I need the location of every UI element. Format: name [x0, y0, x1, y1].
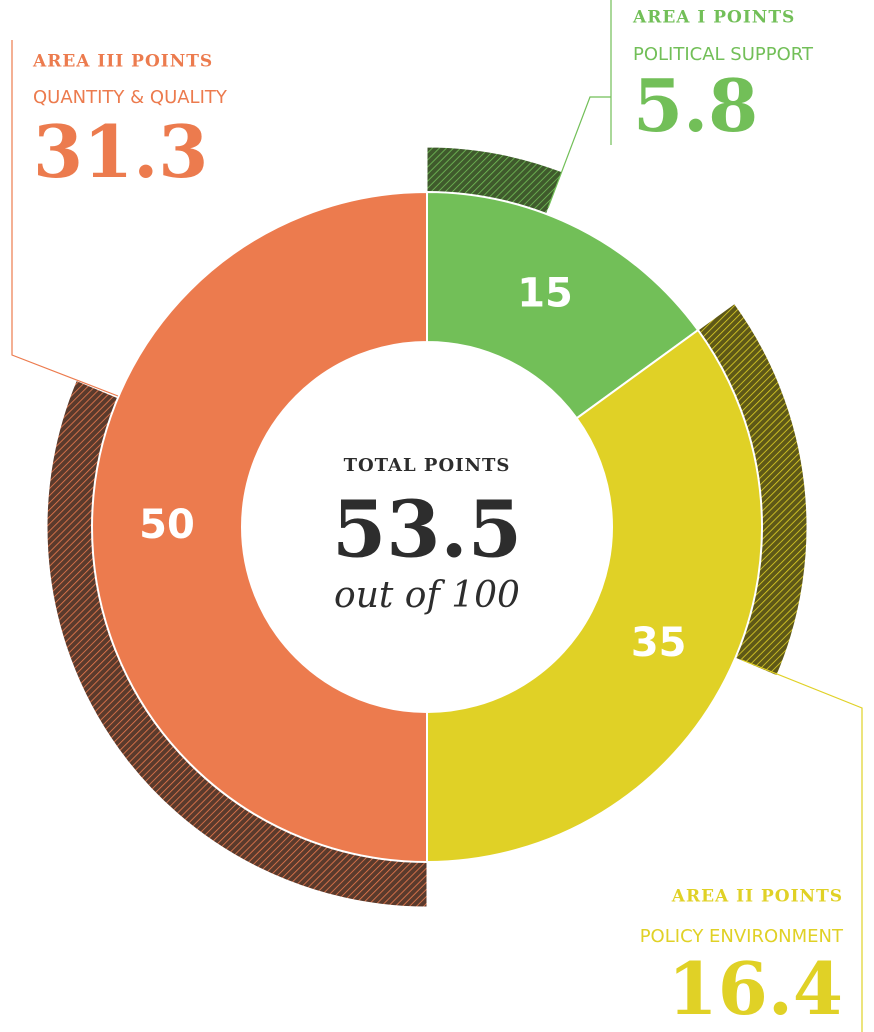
area-title: AREA III POINTS [32, 52, 213, 72]
area-subtitle: QUANTITY & QUALITY [33, 87, 228, 108]
segment-label: 15 [517, 270, 573, 316]
center-subtitle: out of 100 [334, 575, 520, 616]
callout-line [741, 659, 863, 1032]
area-subtitle: POLICY ENVIRONMENT [640, 926, 844, 947]
segment-label: 50 [139, 502, 195, 548]
callout-line [547, 0, 612, 209]
segment-label: 35 [631, 620, 687, 666]
area-score: 31.3 [33, 109, 208, 194]
area-score: 16.4 [668, 946, 843, 1031]
callout-line [11, 40, 119, 397]
area-score: 5.8 [633, 63, 758, 148]
center-label: TOTAL POINTS [344, 455, 511, 476]
total: 53.5 [332, 485, 522, 576]
area-title: AREA II POINTS [671, 887, 843, 907]
area-title: AREA I POINTS [632, 8, 795, 28]
area-subtitle: POLITICAL SUPPORT [633, 44, 814, 65]
center-hole [242, 342, 612, 712]
